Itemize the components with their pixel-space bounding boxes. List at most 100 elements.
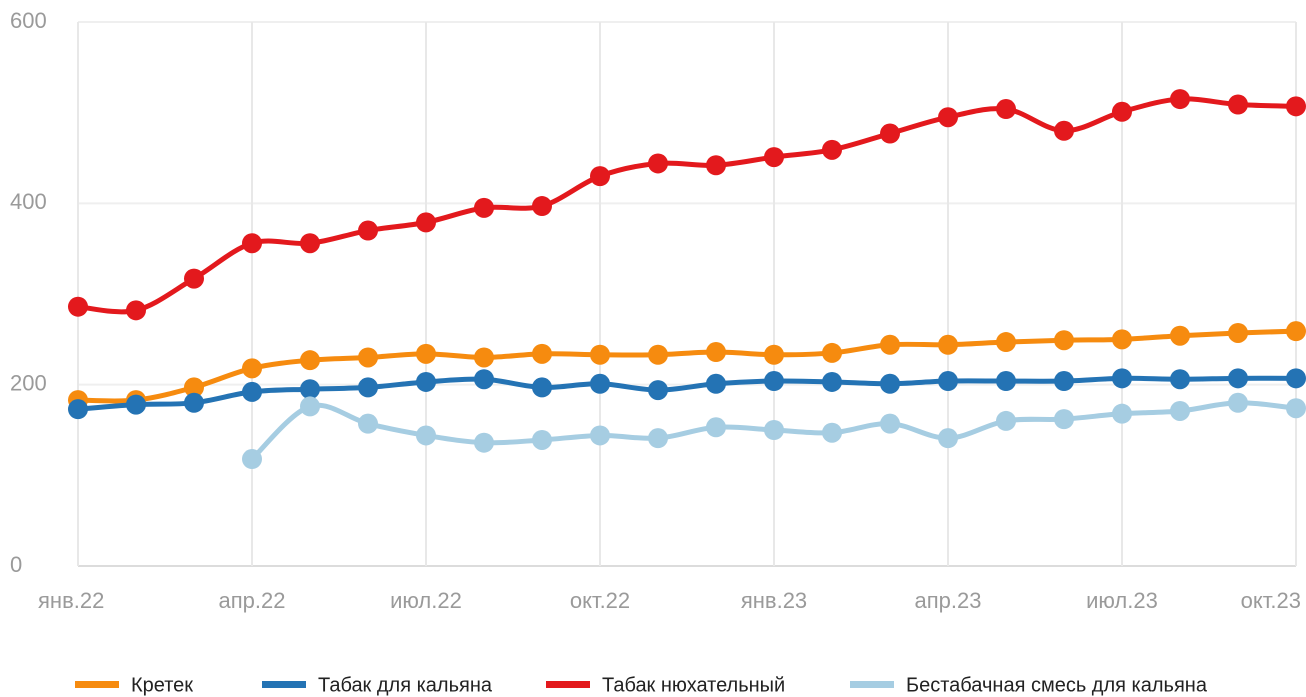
data-point — [764, 371, 784, 392]
data-point — [880, 413, 900, 434]
data-point — [938, 107, 958, 128]
data-point — [300, 379, 320, 400]
data-point — [68, 399, 88, 420]
x-tick-label: июл.22 — [390, 588, 462, 613]
data-point — [996, 371, 1016, 392]
data-point — [358, 347, 378, 368]
data-point — [996, 332, 1016, 353]
y-tick-label: 400 — [10, 189, 47, 214]
data-point — [1170, 400, 1190, 421]
y-tick-label: 600 — [10, 8, 47, 33]
data-point — [1112, 403, 1132, 424]
data-point — [648, 344, 668, 365]
data-point — [474, 197, 494, 218]
data-point — [474, 347, 494, 368]
data-point — [764, 344, 784, 365]
data-point — [648, 153, 668, 174]
data-point — [880, 334, 900, 355]
data-point — [300, 396, 320, 417]
data-point — [474, 432, 494, 453]
data-point — [1054, 409, 1074, 430]
legend-swatch — [262, 681, 306, 688]
legend-label: Бестабачная смесь для кальяна — [906, 674, 1208, 696]
data-point — [416, 212, 436, 233]
data-point — [242, 358, 262, 379]
data-point — [416, 425, 436, 446]
data-point — [880, 123, 900, 144]
data-point — [1054, 330, 1074, 351]
data-point — [706, 373, 726, 394]
data-point — [184, 392, 204, 413]
series-line — [77, 96, 1297, 315]
data-point — [590, 344, 610, 365]
data-point — [1228, 322, 1248, 343]
data-point — [822, 342, 842, 363]
data-point — [648, 380, 668, 401]
data-point — [590, 425, 610, 446]
data-point — [764, 147, 784, 168]
data-point — [1112, 368, 1132, 389]
data-point — [1170, 369, 1190, 390]
data-point — [880, 373, 900, 394]
data-point — [1112, 329, 1132, 350]
data-point — [358, 220, 378, 241]
legend-swatch — [850, 681, 894, 688]
data-point — [822, 139, 842, 160]
data-point — [590, 166, 610, 187]
data-point — [68, 296, 88, 317]
data-point — [126, 394, 146, 415]
data-point — [532, 196, 552, 217]
data-point — [822, 371, 842, 392]
legend-label: Табак нюхательный — [602, 674, 785, 696]
data-point — [822, 422, 842, 443]
data-point — [590, 373, 610, 394]
series-line — [77, 328, 1297, 404]
data-point — [416, 343, 436, 364]
data-point — [996, 410, 1016, 431]
x-tick-label: апр.23 — [915, 588, 982, 613]
data-point — [1286, 96, 1306, 117]
data-point — [532, 343, 552, 364]
data-point — [648, 428, 668, 449]
data-point — [242, 449, 262, 470]
data-point — [1286, 368, 1306, 389]
data-point — [1228, 368, 1248, 389]
legend-swatch — [546, 681, 590, 688]
data-point — [358, 377, 378, 398]
data-point — [416, 371, 436, 392]
data-point — [532, 377, 552, 398]
series-line — [77, 375, 1297, 412]
data-point — [1228, 94, 1248, 115]
x-tick-label: окт.22 — [570, 588, 630, 613]
x-tick-label: янв.23 — [741, 588, 807, 613]
data-point — [1170, 325, 1190, 346]
data-point — [938, 371, 958, 392]
data-point — [184, 377, 204, 398]
x-tick-label: янв.22 — [38, 588, 104, 613]
x-tick-label: июл.23 — [1086, 588, 1158, 613]
data-point — [242, 381, 262, 402]
data-point — [126, 300, 146, 321]
data-point — [706, 155, 726, 176]
data-point — [706, 417, 726, 438]
data-point — [184, 268, 204, 289]
data-point — [706, 342, 726, 363]
data-point — [358, 413, 378, 434]
legend-label: Табак для кальяна — [318, 674, 493, 696]
data-point — [300, 350, 320, 371]
x-tick-label: окт.23 — [1241, 588, 1301, 613]
data-point — [532, 429, 552, 450]
data-point — [1170, 89, 1190, 110]
data-point — [1286, 321, 1306, 342]
x-tick-label: апр.22 — [219, 588, 286, 613]
data-point — [474, 369, 494, 390]
data-point — [938, 428, 958, 449]
data-point — [764, 420, 784, 440]
legend-label: Кретек — [131, 674, 193, 696]
data-point — [242, 233, 262, 254]
data-point — [996, 99, 1016, 120]
data-point — [1112, 101, 1132, 122]
data-point — [300, 233, 320, 254]
